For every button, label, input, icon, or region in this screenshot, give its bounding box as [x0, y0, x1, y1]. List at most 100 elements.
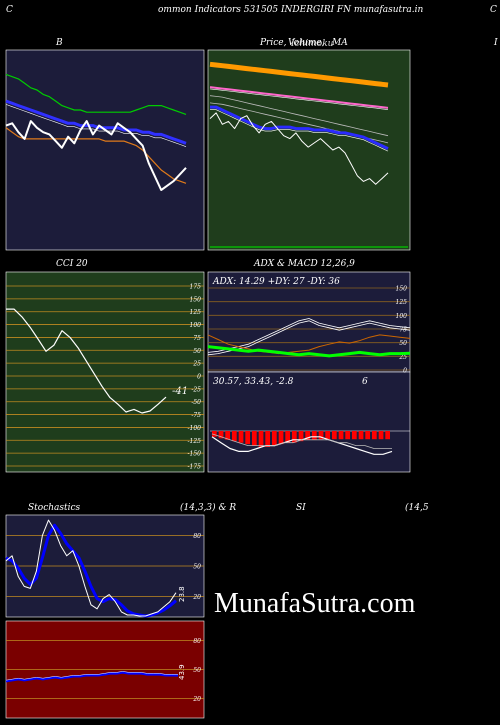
macd-histogram-bar	[345, 431, 350, 440]
ma-blue-line	[210, 105, 389, 150]
stoch-tick-label: 80	[193, 533, 201, 540]
macd-histogram-bar	[225, 431, 230, 440]
adx-tick-label: 50	[399, 340, 407, 347]
cci-tick-label: -150	[188, 451, 202, 458]
rsi-tick-label: 20	[192, 696, 201, 703]
macd-histogram-bar	[372, 431, 377, 440]
stoch-title: Stochastics	[28, 503, 81, 513]
adx-minus-di-edge-line	[207, 320, 411, 356]
ma-grey-line-1	[209, 95, 389, 137]
adx-tick-label: 125	[396, 299, 408, 306]
stoch-params: (14,3,3) & R	[180, 503, 237, 513]
rsi-title: SI	[296, 503, 306, 513]
adx-tick-label: 0	[403, 368, 407, 375]
rsi-line	[5, 671, 179, 683]
macd-histogram-bar	[252, 431, 257, 446]
adx-tick-label: 100	[396, 313, 408, 320]
cci-tick-label: 75	[193, 335, 201, 342]
watermark: MunafaSutra.com	[214, 588, 416, 619]
cci-tick-label: 175	[190, 284, 202, 291]
rsi-tick-label: 50	[193, 667, 201, 674]
macd-histogram-bar	[218, 431, 224, 439]
header-left-letter: C	[6, 5, 13, 15]
stoch-tick-label: 50	[193, 564, 201, 571]
adx-panel	[207, 271, 411, 373]
cci-last-value: -41	[172, 386, 188, 397]
cci-tick-label: -175	[188, 464, 202, 471]
rsi-last-value: 43.9	[178, 664, 186, 680]
rsi-params: (14,5	[405, 503, 429, 513]
price-line	[209, 112, 389, 185]
macd-histogram-bar	[352, 431, 357, 440]
price-title-c: MA	[332, 38, 348, 48]
cci-tick-label: -50	[191, 399, 201, 406]
rsi-tick-label: 80	[193, 638, 201, 645]
ma-pink-line	[209, 86, 389, 109]
macd-histogram-bar	[292, 431, 297, 443]
macd-readout: 30.57, 33.43, -2.8	[213, 377, 294, 387]
cci-tick-label: 125	[190, 309, 202, 316]
bollinger-middle-line	[5, 99, 187, 145]
adx-tick-label: 25	[398, 354, 407, 361]
macd-histogram-bar	[245, 431, 250, 445]
macd-histogram-bar	[278, 431, 284, 445]
macd-histogram-bar	[332, 431, 337, 440]
macd-histogram-bar	[358, 431, 364, 440]
bollinger-price-line	[5, 120, 187, 191]
macd-histogram-bar	[298, 431, 304, 442]
bollinger-lower-line	[5, 127, 187, 184]
cci-tick-label: 50	[193, 348, 201, 355]
adx-plus-di-line	[207, 334, 411, 355]
macd-histogram-bar	[258, 431, 264, 447]
right-edge-title: I	[494, 38, 498, 48]
adx-tick-label: 150	[396, 286, 408, 293]
bollinger-title: B	[56, 38, 63, 48]
macd-histogram-bar	[385, 431, 390, 440]
stoch-k-line	[5, 519, 177, 617]
price-panel	[207, 49, 411, 251]
macd-histogram-bar	[285, 431, 290, 443]
macd-side-value: 6	[362, 377, 368, 387]
cci-tick-label: 150	[190, 296, 202, 303]
bollinger-panel	[5, 49, 205, 251]
stoch-tick-label: 20	[192, 594, 201, 601]
header-title: ommon Indicators 531505 INDERGIRI FN mun…	[158, 5, 424, 15]
cci-title: CCI 20	[56, 259, 88, 269]
adx-readout: ADX: 14.29 +DY: 27 -DY: 36	[212, 277, 340, 287]
macd-histogram-bar	[272, 431, 277, 446]
price-title-b: Volume,	[288, 38, 325, 48]
cci-tick-label: 100	[190, 322, 202, 329]
adx-title: ADX & MACD 12,26,9	[254, 259, 355, 269]
ma-pink-edge-line	[209, 88, 389, 110]
cci-tick-label: 25	[192, 361, 201, 368]
macd-histogram-bar	[238, 431, 244, 443]
macd-histogram-bar	[232, 431, 237, 442]
price-title-a: Price,	[260, 38, 287, 48]
bollinger-upper-line	[5, 73, 187, 115]
macd-histogram-bar	[325, 431, 330, 440]
header-right-letter: C	[490, 5, 497, 15]
macd-histogram-bar	[305, 431, 310, 440]
price-title-overlay: Ichimoku	[291, 39, 334, 49]
cci-panel	[5, 271, 205, 473]
cci-tick-label: 0	[197, 374, 201, 381]
macd-histogram-bar	[338, 431, 344, 440]
cci-tick-label: -100	[188, 425, 202, 432]
stoch-last-value: 23.8	[178, 586, 186, 602]
rsi-edge-line	[5, 671, 178, 681]
macd-histogram-bar	[318, 431, 324, 440]
macd-histogram-bar	[265, 431, 270, 447]
macd-histogram-bar	[378, 431, 384, 440]
macd-histogram-bar	[312, 431, 317, 440]
macd-panel	[207, 371, 411, 473]
cci-tick-label: -125	[188, 438, 202, 445]
adx-line	[207, 345, 411, 358]
cci-tick-label: -25	[191, 386, 201, 393]
cci-line	[6, 308, 167, 414]
cci-tick-label: -75	[191, 412, 201, 419]
adx-tick-label: 75	[399, 327, 407, 334]
macd-histogram-bar	[212, 431, 217, 437]
macd-signal-line	[211, 433, 392, 449]
ma-orange-line	[209, 61, 389, 88]
